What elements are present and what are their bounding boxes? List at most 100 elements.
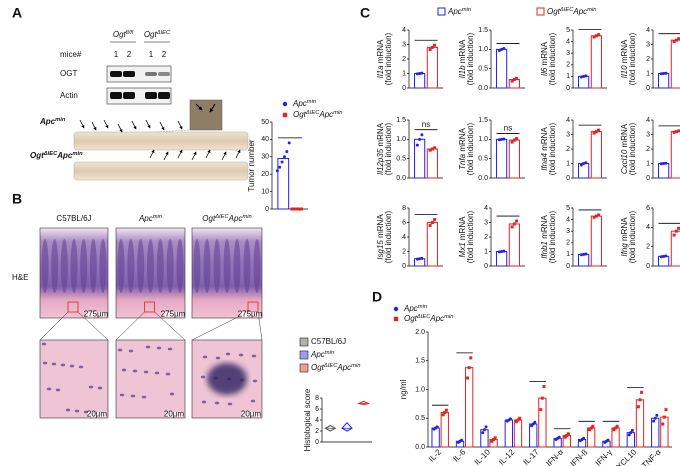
arrows <box>79 119 241 161</box>
data-point <box>512 222 516 226</box>
data-point <box>659 72 663 76</box>
label-part: Ifnb1 <box>540 241 549 259</box>
y-axis-label: (fold induction) <box>548 210 557 263</box>
data-point <box>662 72 666 75</box>
data-point <box>297 207 301 211</box>
label-part: Apc <box>228 214 243 223</box>
data-point <box>467 366 471 370</box>
villus <box>193 239 201 293</box>
nucleus <box>251 354 257 358</box>
strip-label: Apcmin <box>39 117 66 127</box>
legend-marker <box>282 112 288 118</box>
data-point <box>275 169 279 173</box>
y-axis-label: Ifng mRNA <box>620 217 629 257</box>
y-tick-label: 3 <box>646 131 650 138</box>
data-point <box>614 426 618 430</box>
mouse-number: 2 <box>162 50 167 59</box>
data-point <box>278 165 282 169</box>
y-tick-label: 1 <box>566 251 570 258</box>
y-tick-label: 0 <box>566 175 570 182</box>
y-axis-label: (fold induction) <box>384 122 393 175</box>
y-tick-label: 0 <box>484 263 488 270</box>
data-point <box>510 140 514 144</box>
y-tick-label: 0.5 <box>396 156 406 163</box>
bar <box>670 131 680 179</box>
data-point <box>481 431 485 435</box>
data-point <box>428 48 432 52</box>
arrow <box>191 151 197 161</box>
zoom-line <box>115 311 145 341</box>
x-tick-label: IL-17 <box>521 447 541 466</box>
data-point <box>592 131 596 135</box>
nucleus <box>130 394 136 398</box>
data-point <box>492 438 496 442</box>
label-part: fl/fl <box>126 30 134 36</box>
blot-band <box>145 72 157 76</box>
bar <box>277 158 290 210</box>
data-point <box>433 43 437 47</box>
data-point <box>664 161 668 165</box>
label-part: ΔIEC <box>305 110 320 116</box>
y-tick-label: 4 <box>402 234 406 241</box>
data-point <box>664 254 668 258</box>
nucleus <box>252 379 258 383</box>
y-tick-label: 2 <box>484 234 488 241</box>
villus <box>89 239 97 293</box>
y-tick-label: 4 <box>402 27 406 34</box>
scale-label: 275µm <box>161 310 186 319</box>
y-tick-label: 1 <box>646 70 650 77</box>
legend-label: OgtΔIECApcmin <box>404 314 453 324</box>
legend-marker <box>393 316 399 322</box>
data-point <box>418 72 422 75</box>
y-tick-label: 0.0 <box>396 175 406 182</box>
data-point <box>420 71 424 75</box>
data-point <box>542 385 546 389</box>
y-axis-label: (fold induction) <box>628 32 637 85</box>
bar <box>440 412 449 448</box>
bar <box>426 222 438 267</box>
y-tick-label: 0 <box>402 85 406 92</box>
data-point <box>672 233 676 237</box>
data-point <box>672 40 676 44</box>
y-tick-label: 0.5 <box>478 156 488 163</box>
villus <box>127 239 135 293</box>
bar <box>431 427 440 448</box>
zoom-line <box>154 311 186 341</box>
data-point <box>539 408 543 412</box>
label-part: mRNA <box>458 127 467 153</box>
x-tick-label: IFN-α <box>544 447 565 466</box>
arrow <box>177 149 183 159</box>
scale-bar <box>240 312 260 317</box>
data-point <box>594 34 598 38</box>
label-part: Tnfa <box>458 153 467 170</box>
data-point <box>300 207 304 211</box>
nucleus <box>225 352 231 356</box>
y-axis-label: ng/ml <box>399 379 408 399</box>
data-point <box>514 420 518 424</box>
strip-label: OgtΔIECApcmin <box>30 151 83 161</box>
nucleus <box>83 410 89 414</box>
data-point <box>285 150 289 154</box>
data-point <box>662 162 666 165</box>
legend-label: Apcmin <box>403 304 427 314</box>
y-tick-label: 2 <box>566 146 570 153</box>
data-point <box>430 221 434 224</box>
data-point <box>652 419 656 423</box>
blot-row-label: Actin <box>60 91 78 100</box>
label-part: Ogt <box>311 363 325 372</box>
stain-label: H&E <box>12 273 28 282</box>
nucleus <box>55 388 61 392</box>
y-tick-label: 0 <box>646 175 650 182</box>
label-part: min <box>351 363 360 369</box>
nucleus <box>132 369 138 373</box>
y-tick-label: 3 <box>484 219 488 226</box>
y-tick-label: 4 <box>646 224 650 231</box>
scale-bar <box>163 312 183 317</box>
label-part: min <box>55 117 66 123</box>
nucleus <box>78 365 84 369</box>
y-tick-label: 0.5 <box>415 415 425 422</box>
data-point <box>533 420 537 424</box>
label-part: min <box>72 151 83 157</box>
label-part: Ogt <box>144 30 158 39</box>
